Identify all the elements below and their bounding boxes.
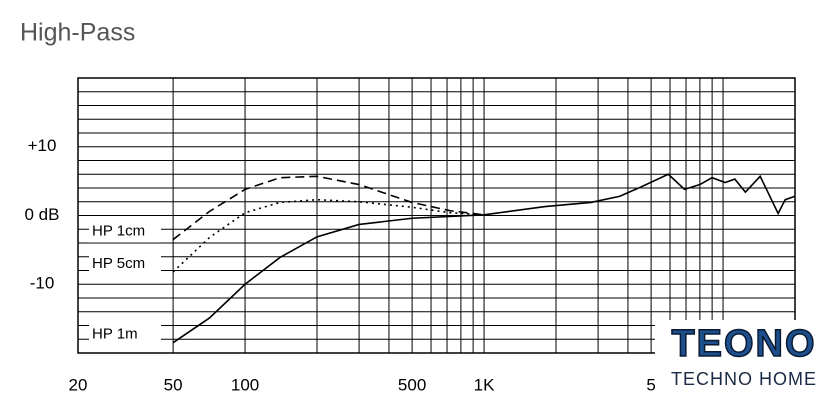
series-label: HP 1m	[89, 323, 161, 346]
watermark-subtitle: TECHNO HOME	[671, 369, 817, 389]
series-label-text: HP 1m	[92, 326, 138, 343]
series-line	[172, 175, 485, 241]
plot-frame	[77, 77, 796, 354]
series-line	[172, 173, 796, 344]
y-tick-label: 0 dB	[25, 205, 60, 224]
series-label-text: HP 1cm	[92, 223, 145, 240]
x-tick-label: 50	[164, 375, 183, 394]
series-label-bg	[89, 220, 161, 243]
x-tick-label: 1K	[474, 375, 495, 394]
x-tick-label: 20	[69, 375, 88, 394]
series-line	[172, 198, 485, 273]
y-tick-label: +10	[28, 136, 57, 155]
chart-title: High-Pass	[20, 19, 135, 47]
series-label: HP 5cm	[89, 252, 161, 275]
watermark-bg	[655, 320, 834, 392]
series-label: HP 1cm	[89, 220, 161, 243]
series-label-bg	[89, 323, 161, 346]
x-tick-label: 500	[398, 375, 426, 394]
y-tick-label: -10	[30, 274, 55, 293]
x-tick-label: 100	[231, 375, 259, 394]
series-label-bg	[89, 252, 161, 275]
watermark-title: TEONO	[671, 323, 816, 365]
series-label-text: HP 5cm	[92, 255, 145, 272]
x-tick-label: 5	[646, 375, 655, 394]
